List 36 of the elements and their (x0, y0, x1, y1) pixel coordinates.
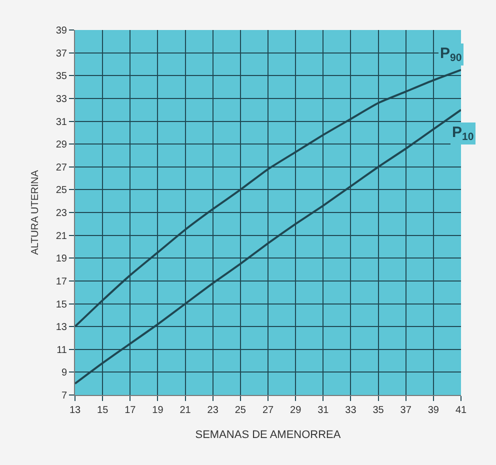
y-tick-label: 9 (61, 368, 68, 379)
x-tick-label: 21 (180, 405, 192, 416)
x-tick-label: 37 (400, 405, 412, 416)
y-tick-label: 7 (61, 390, 68, 402)
x-tick-label: 41 (455, 405, 467, 416)
x-tick-label: 27 (262, 405, 274, 416)
x-tick-label: 17 (124, 405, 136, 416)
y-tick-label: 21 (56, 230, 68, 242)
x-tick-label: 39 (428, 405, 440, 416)
y-tick-label: 39 (56, 26, 68, 36)
x-tick-label: 15 (97, 405, 109, 416)
y-tick-label: 25 (56, 185, 68, 196)
y-tick-label: 37 (56, 48, 68, 60)
y-tick-label: 35 (56, 71, 68, 82)
y-tick-label: 11 (56, 344, 68, 356)
y-tick-label: 27 (56, 162, 68, 174)
y-tick-label: 33 (56, 94, 68, 105)
x-tick-label: 33 (345, 405, 357, 416)
series-label: P$_{10}$ (452, 124, 474, 144)
x-tick-label: 29 (290, 405, 302, 416)
y-axis-title: ALTURA UTERINA (30, 170, 41, 255)
y-tick-label: 19 (56, 254, 68, 265)
y-tick-label: 29 (56, 140, 68, 151)
x-tick-label: 35 (372, 405, 384, 416)
x-tick-label: 13 (69, 405, 81, 416)
y-tick-label: 23 (56, 208, 68, 219)
y-tick-label: 13 (56, 322, 68, 334)
x-tick-label: 19 (152, 405, 164, 416)
x-axis-title: SEMANAS DE AMENORREA (195, 429, 342, 442)
x-tick-label: 31 (318, 405, 330, 416)
series-label: P$_{90}$ (440, 45, 462, 64)
y-tick-label: 15 (56, 299, 68, 310)
x-tick-label: 25 (234, 405, 246, 416)
x-tick-label: 23 (207, 405, 219, 416)
y-tick-label: 17 (56, 276, 68, 288)
y-tick-label: 31 (56, 116, 68, 128)
